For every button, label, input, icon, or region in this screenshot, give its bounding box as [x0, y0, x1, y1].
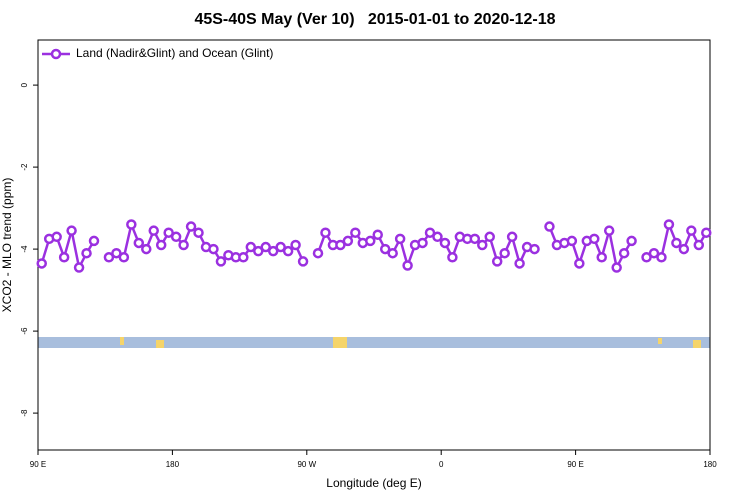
data-point	[484, 231, 495, 243]
data-point	[701, 227, 712, 238]
data-point	[111, 247, 122, 259]
y-tick-label: -4	[20, 245, 29, 253]
data-point	[267, 245, 279, 257]
data-point	[566, 235, 578, 247]
data-point	[439, 237, 451, 249]
data-point	[477, 239, 488, 251]
data-point	[312, 247, 324, 259]
chart-title: 45S-40S May (Ver 10) 2015-01-01 to 2020-…	[194, 11, 555, 28]
data-point	[394, 233, 406, 245]
land-patch	[693, 340, 701, 348]
data-point	[133, 237, 145, 249]
data-point	[118, 252, 130, 263]
data-point	[618, 247, 630, 259]
data-point	[656, 252, 667, 263]
x-axis-label: Longitude (deg E)	[326, 476, 421, 490]
data-point	[88, 235, 100, 247]
data-point	[514, 258, 525, 269]
data-point	[245, 241, 257, 253]
data-point	[73, 262, 85, 273]
data-point	[155, 239, 167, 251]
data-point	[424, 227, 436, 238]
data-point	[215, 256, 227, 267]
land-ocean-band	[38, 337, 710, 348]
data-point	[372, 229, 383, 240]
data-point	[648, 247, 660, 259]
data-point	[596, 252, 607, 263]
data-point	[178, 239, 189, 251]
x-tick-label: 0	[439, 460, 444, 469]
data-point	[320, 227, 331, 238]
land-patch	[120, 337, 124, 345]
land-patch	[333, 337, 347, 348]
data-point	[506, 231, 518, 243]
data-point	[260, 241, 271, 253]
data-point	[342, 235, 354, 247]
data-point	[574, 258, 585, 269]
legend-label: Land (Nadir&Glint) and Ocean (Glint)	[76, 46, 273, 60]
data-point	[58, 252, 70, 263]
x-tick-label: 180	[166, 460, 180, 469]
ocean-band	[38, 337, 710, 348]
data-point	[290, 239, 301, 251]
plot-frame	[37, 39, 711, 451]
x-tick-label: 90 E	[567, 460, 583, 469]
data-point	[417, 237, 428, 249]
data-point	[66, 225, 77, 236]
y-tick-label: 0	[20, 82, 29, 87]
data-point	[469, 233, 481, 245]
land-patch	[658, 338, 662, 344]
y-tick-label: -6	[20, 327, 29, 335]
data-point	[141, 243, 152, 255]
data-point	[499, 247, 510, 259]
data-point	[170, 231, 182, 243]
y-axis-label: XCO2 - MLO trend (ppm)	[0, 178, 14, 313]
data-point	[253, 245, 264, 257]
data-point	[51, 231, 62, 243]
data-point	[81, 247, 92, 259]
data-point	[686, 225, 697, 236]
data-point	[185, 221, 197, 232]
legend-marker	[50, 48, 62, 60]
data-point	[589, 233, 600, 245]
data-point	[297, 256, 309, 267]
data-point	[335, 239, 346, 251]
data-point	[491, 256, 503, 267]
data-point	[611, 262, 622, 273]
y-tick-label: -2	[20, 163, 29, 171]
land-patch	[156, 340, 164, 348]
data-point	[678, 243, 690, 255]
data-point	[402, 260, 413, 271]
x-tick-label: 180	[703, 460, 717, 469]
data-point	[148, 225, 159, 236]
data-point	[275, 241, 286, 253]
data-point	[193, 227, 204, 238]
data-point	[208, 243, 219, 255]
x-tick-label: 90 E	[30, 460, 46, 469]
data-point	[603, 225, 615, 236]
data-point	[432, 231, 443, 243]
data-point	[379, 243, 391, 255]
data-point	[387, 247, 398, 259]
data-point	[163, 227, 174, 238]
data-point	[238, 252, 249, 263]
data-point	[663, 219, 675, 230]
data-point	[626, 235, 637, 247]
x-tick-label: 90 W	[297, 460, 316, 469]
data-point	[350, 227, 361, 238]
data-point	[126, 219, 137, 230]
data-point	[693, 239, 705, 251]
data-point	[447, 252, 458, 263]
data-point	[641, 252, 652, 263]
y-tick-label: -8	[20, 409, 29, 417]
data-point	[103, 252, 115, 263]
data-point	[365, 235, 376, 247]
data-point	[544, 221, 555, 232]
data-point	[529, 243, 540, 255]
data-point	[36, 258, 47, 269]
data-point	[282, 245, 294, 257]
data-point	[671, 237, 682, 249]
